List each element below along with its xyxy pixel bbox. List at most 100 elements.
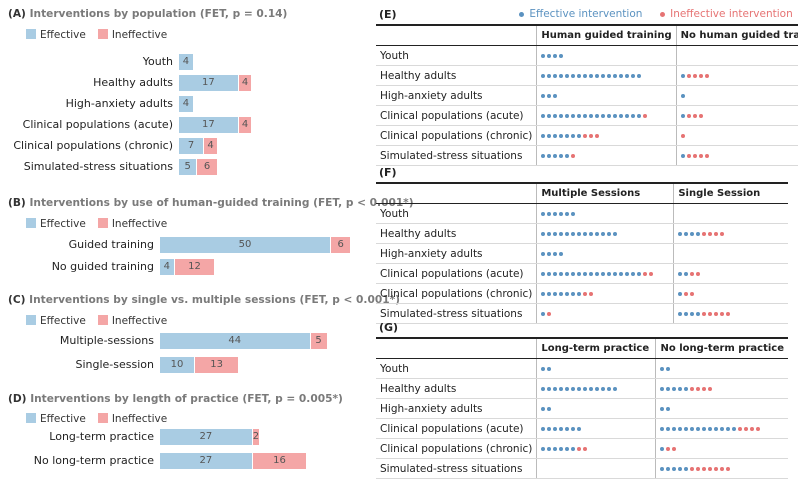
column-header: Single Session — [673, 182, 788, 204]
dot-cell — [536, 105, 677, 126]
legend-ineffective: Ineffective — [97, 315, 168, 327]
effective-dot — [577, 426, 582, 431]
effective-dot — [702, 426, 707, 431]
effective-dot — [607, 386, 612, 391]
panel-letter: (C) — [8, 294, 26, 306]
category-label: Clinical populations (chronic) — [13, 139, 173, 152]
dot-cell — [536, 378, 657, 399]
effective-dot — [660, 386, 665, 391]
dot-cell — [655, 458, 788, 479]
dot-cell — [673, 243, 788, 264]
effective-dot — [660, 406, 665, 411]
legend: Effective Ineffective — [26, 218, 179, 230]
bar-effective: 7 — [179, 138, 204, 154]
table-row: Clinical populations (acute) — [376, 263, 788, 284]
effective-dot — [553, 291, 558, 296]
table-row: Healthy adults — [376, 378, 788, 399]
ineffective-dot — [684, 291, 689, 296]
ineffective-dot — [750, 426, 755, 431]
bar-effective: 44 — [160, 333, 310, 349]
dot-table-panel-G: (G) Long-term practice No long-term practi… — [376, 321, 788, 479]
effective-dot — [571, 231, 576, 236]
header-cell — [376, 24, 538, 46]
effective-dot — [607, 113, 612, 118]
category-label: Healthy adults — [93, 76, 173, 89]
legend-label-ineffective: Ineffective — [111, 315, 168, 327]
effective-dot — [666, 366, 671, 371]
category-label: Guided training — [68, 238, 154, 251]
effective-dot — [589, 271, 594, 276]
dot-cell — [536, 223, 675, 244]
header-row: Multiple Sessions Single Session — [376, 182, 788, 204]
bar-effective: 27 — [160, 453, 252, 469]
bar-ineffective: 13 — [194, 357, 239, 373]
ineffective-dot — [708, 311, 713, 316]
effective-dot — [571, 426, 576, 431]
ineffective-dot — [595, 133, 600, 138]
category-label: Multiple-sessions — [59, 334, 154, 347]
ineffective-dot — [708, 386, 713, 391]
effective-dot — [577, 231, 582, 236]
bar-ineffective: 6 — [330, 237, 351, 253]
legend-swatch-effective — [26, 413, 36, 423]
legend-label-ineffective: Ineffective — [111, 29, 168, 41]
panel-title-text: Interventions by population (FET, p = 0.… — [29, 8, 288, 20]
bar-effective: 4 — [179, 96, 193, 112]
ineffective-dot — [643, 113, 648, 118]
effective-dot — [607, 231, 612, 236]
panel-letter: (G) — [379, 321, 399, 334]
column-header: No human guided training — [676, 24, 798, 46]
effective-dot — [547, 406, 552, 411]
effective-dot — [565, 133, 570, 138]
panel-letter: (A) — [8, 8, 26, 20]
effective-dot — [678, 426, 683, 431]
dot-table: Long-term practice No long-term practice Y… — [376, 337, 788, 479]
ineffective-dot — [690, 291, 695, 296]
ineffective-dot — [738, 426, 743, 431]
table-row: Clinical populations (chronic) — [376, 283, 788, 304]
panel-title-text: Interventions by use of human-guided tra… — [29, 197, 414, 209]
ineffective-dot — [698, 73, 703, 78]
legend-swatch-effective — [26, 315, 36, 325]
bar-ineffective: 4 — [237, 75, 252, 91]
effective-dot — [583, 231, 588, 236]
effective-dot — [637, 271, 642, 276]
effective-dot — [553, 53, 558, 58]
table-row: Simulated-stress situations — [376, 458, 788, 479]
ineffective-dot — [692, 153, 697, 158]
effective-dot — [541, 73, 546, 78]
table-row: Simulated-stress situations — [376, 303, 788, 324]
effective-dot — [583, 271, 588, 276]
bar-effective: 27 — [160, 429, 252, 445]
effective-dot — [547, 446, 552, 451]
effective-dot — [541, 231, 546, 236]
ineffective-dot — [692, 113, 697, 118]
legend-swatch-effective — [26, 218, 36, 228]
panel-letter: (D) — [8, 393, 27, 405]
legend-swatch-ineffective — [97, 218, 108, 228]
header-cell — [376, 337, 538, 359]
effective-dot — [559, 291, 564, 296]
effective-dot — [625, 271, 630, 276]
panel-letter: (B) — [8, 197, 26, 209]
effective-dot — [553, 153, 558, 158]
dot-cell — [536, 145, 677, 166]
dot-table-panel-E: (E) Human guided training No human guided … — [376, 8, 798, 166]
effective-dot — [547, 251, 552, 256]
effective-dot — [619, 113, 624, 118]
effective-dot — [583, 73, 588, 78]
effective-dot — [666, 386, 671, 391]
row-label: Simulated-stress situations — [376, 303, 538, 324]
effective-dot — [547, 113, 552, 118]
ineffective-dot — [643, 271, 648, 276]
column-header: Long-term practice — [536, 337, 657, 359]
effective-dot — [541, 153, 546, 158]
ineffective-dot — [696, 466, 701, 471]
panel-title-B: (B) Interventions by use of human-guided… — [8, 197, 414, 209]
ineffective-dot — [708, 231, 713, 236]
bar-effective: 5 — [179, 159, 197, 175]
dot-legend: Effective intervention Ineffective inter… — [519, 8, 798, 20]
dot-cell — [673, 263, 788, 284]
bar-ineffective: 16 — [251, 453, 307, 469]
effective-dot — [690, 426, 695, 431]
